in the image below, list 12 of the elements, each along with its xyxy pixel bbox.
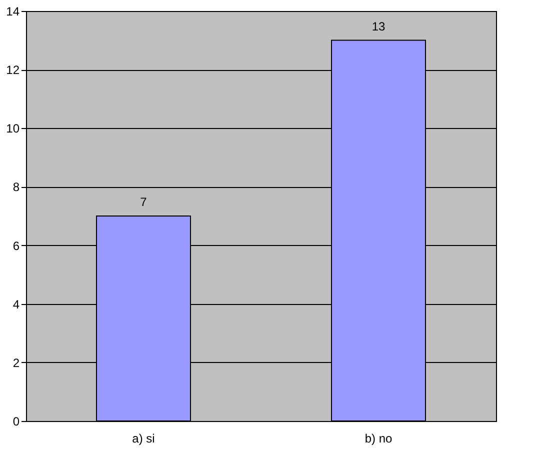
x-tick-label: b) no: [364, 432, 392, 446]
y-tick-label: 0: [12, 414, 20, 428]
y-tick-label: 10: [6, 122, 20, 136]
data-label: 7: [140, 195, 148, 209]
x-tick-label: a) si: [132, 432, 155, 446]
y-tick-label: 6: [12, 238, 20, 253]
data-label: 13: [372, 19, 386, 34]
y-tick-label: 12: [6, 63, 20, 78]
y-tick-label: 2: [12, 356, 20, 370]
y-tick-label: 8: [12, 180, 20, 194]
y-tick-label: 4: [12, 297, 20, 312]
y-tick-label: 14: [6, 4, 20, 18]
